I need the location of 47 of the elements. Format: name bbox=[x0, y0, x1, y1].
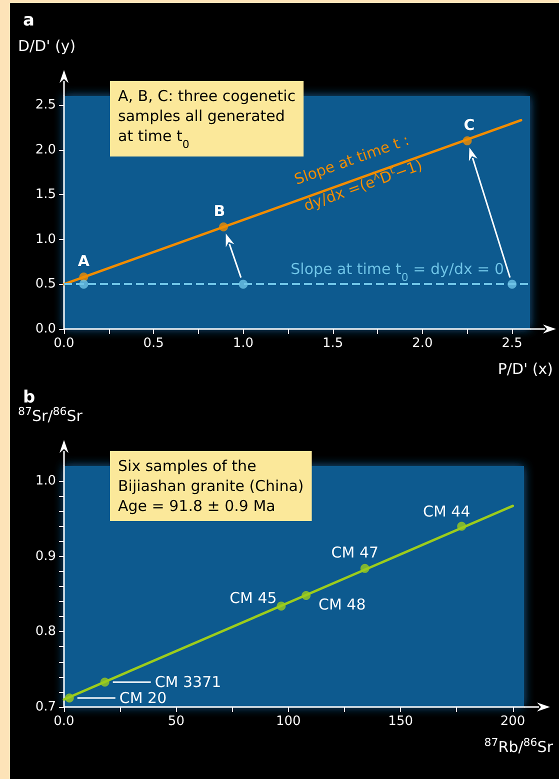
point bbox=[219, 222, 228, 232]
y-tick-label: 2.5 bbox=[35, 97, 56, 112]
annotation: CM 47 bbox=[331, 543, 379, 562]
y-tick-label: 1.0 bbox=[35, 474, 56, 489]
annotation: B bbox=[214, 202, 226, 220]
y-tick-label: 0.5 bbox=[35, 276, 56, 292]
x-axis-title: P/D' (x) bbox=[498, 360, 553, 378]
point bbox=[100, 678, 110, 687]
annotation: C bbox=[464, 116, 475, 134]
y-tick-label: 1.5 bbox=[35, 187, 56, 202]
annotation: CM 48 bbox=[318, 596, 366, 614]
y-axis-title: D/D' (y) bbox=[18, 37, 76, 55]
x-tick-label: 0.5 bbox=[143, 336, 164, 351]
y-tick-label: 1.0 bbox=[35, 232, 56, 247]
y-tick-label: 2.0 bbox=[35, 142, 56, 158]
ref-line-label: Slope at time t$_{0}$ = dy/dx = 0 bbox=[290, 260, 504, 284]
annotation: CM 44 bbox=[422, 502, 470, 520]
annotation: A, B, C: three cogenetic samples all generated at time t$_{0}$ bbox=[118, 87, 296, 150]
x-tick-label: 50 bbox=[168, 714, 184, 729]
annotation: Six samples of the Bijiashan granite (China) Age = 91.8 ± 0.9 Ma bbox=[118, 457, 304, 515]
annotation: CM 45 bbox=[230, 589, 277, 608]
x-tick-label: 0.0 bbox=[54, 336, 74, 351]
y-tick-label: 0.7 bbox=[35, 700, 56, 714]
annotation: A bbox=[78, 252, 90, 270]
x-tick-label: 2.5 bbox=[502, 336, 522, 351]
x-tick-label: 1.5 bbox=[322, 336, 344, 351]
x-tick-label: 100 bbox=[276, 714, 301, 729]
y-axis-title: $^{87}$Sr/$^{86}$Sr bbox=[18, 404, 84, 425]
x-tick-label: 1.0 bbox=[232, 336, 254, 351]
y-tick-label: 0.9 bbox=[35, 548, 56, 564]
annotation: CM 3371 bbox=[154, 673, 222, 692]
point bbox=[64, 693, 74, 702]
point bbox=[462, 136, 472, 146]
x-tick-label: 0.0 bbox=[54, 714, 74, 729]
point bbox=[360, 564, 370, 573]
x-tick-label: 200 bbox=[500, 714, 526, 729]
point bbox=[457, 522, 466, 531]
chart-title: a bbox=[23, 10, 34, 30]
x-tick-label: 150 bbox=[388, 714, 413, 729]
x-axis-title: $^{87}$Rb/$^{86}$Sr bbox=[484, 736, 554, 756]
point bbox=[302, 591, 311, 600]
chart-title: b bbox=[23, 388, 36, 408]
x-tick-label: 2.0 bbox=[412, 336, 433, 351]
y-tick-label: 0.8 bbox=[35, 624, 56, 640]
y-tick-label: 0.0 bbox=[35, 322, 56, 336]
point bbox=[276, 602, 286, 611]
annotation: CM 20 bbox=[119, 688, 167, 707]
